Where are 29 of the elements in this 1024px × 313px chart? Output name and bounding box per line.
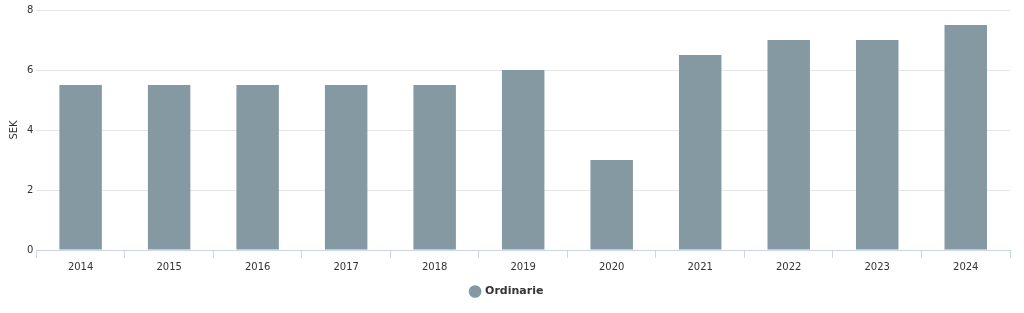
bar xyxy=(147,85,191,250)
bar xyxy=(59,85,102,250)
x-tick-label: 2022 xyxy=(775,260,802,272)
x-tick-label: 2021 xyxy=(687,260,713,272)
bar xyxy=(413,85,456,250)
bar xyxy=(236,85,279,250)
y-tick-label: 0 xyxy=(26,243,34,255)
x-tick-label: 2018 xyxy=(421,260,448,272)
bar xyxy=(678,55,722,250)
y-tick-label: 2 xyxy=(26,183,34,195)
bar xyxy=(767,40,810,250)
y-tick-label: 8 xyxy=(26,3,34,15)
x-tick-label: 2024 xyxy=(953,260,979,272)
x-tick-label: 2014 xyxy=(67,260,94,272)
bar xyxy=(944,25,987,250)
x-tick-label: 2017 xyxy=(333,260,359,272)
bar xyxy=(324,85,368,250)
x-tick-label: 2015 xyxy=(156,260,182,272)
legend-label: Ordinarie xyxy=(485,284,544,298)
bar xyxy=(590,160,633,250)
x-tick-label: 2020 xyxy=(598,260,625,272)
x-tick-label: 2016 xyxy=(244,260,271,272)
bar xyxy=(855,40,899,250)
y-tick-label: 4 xyxy=(26,123,34,135)
x-tick-label: 2023 xyxy=(864,260,890,272)
y-axis-title: SEK xyxy=(7,119,19,140)
bar xyxy=(501,70,545,250)
x-tick-label: 2019 xyxy=(510,260,536,272)
y-tick-label: 6 xyxy=(26,63,34,75)
